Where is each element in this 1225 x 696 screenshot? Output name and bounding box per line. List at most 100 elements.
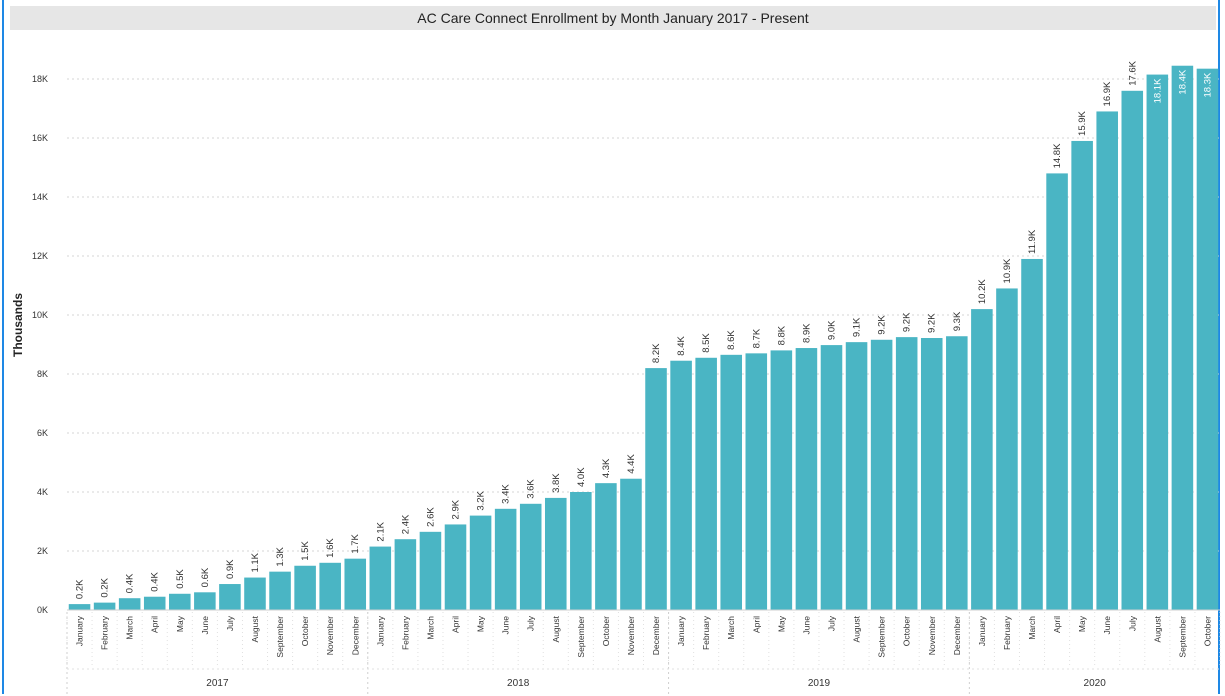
bar-value-label: 9.0K: [826, 320, 837, 340]
bar: [1146, 74, 1169, 610]
x-tick-label-month: October: [300, 616, 310, 646]
x-tick-label-month: December: [350, 616, 360, 655]
y-tick-label: 2K: [37, 546, 48, 556]
bar-value-label: 1.3K: [275, 546, 286, 566]
x-tick-label-month: September: [1177, 616, 1187, 658]
y-tick-label: 14K: [32, 192, 48, 202]
x-tick-label-month: December: [651, 616, 661, 655]
bar-value-label: 0.4K: [150, 572, 161, 592]
x-tick-label-month: January: [676, 615, 686, 646]
bar: [745, 353, 768, 610]
bar-value-label: 8.6K: [726, 330, 737, 350]
x-tick-label-month: August: [250, 615, 260, 642]
bar-value-label: 9.2K: [877, 315, 888, 335]
chart-title-bar: AC Care Connect Enrollment by Month Janu…: [10, 6, 1216, 30]
bar: [219, 584, 241, 610]
bar-value-label: 1.1K: [250, 552, 261, 572]
x-group-label-year: 2018: [507, 678, 530, 689]
bar-value-label: 8.8K: [776, 325, 787, 345]
bar: [544, 497, 567, 610]
bar: [845, 342, 868, 610]
bar: [469, 515, 492, 610]
y-axis-label: Thousands: [11, 293, 25, 357]
bar: [920, 338, 943, 610]
x-tick-label-month: March: [726, 616, 736, 640]
x-tick-label-month: August: [1152, 615, 1162, 642]
x-tick-label-month: February: [1002, 615, 1012, 650]
bar-value-label: 18.1K: [1152, 78, 1163, 103]
y-tick-label: 6K: [37, 428, 48, 438]
bar-value-label: 8.9K: [801, 323, 812, 343]
bar-value-label: 0.5K: [175, 569, 186, 589]
bar-value-label: 3.8K: [551, 473, 562, 493]
bar-value-label: 2.4K: [400, 514, 411, 534]
bar: [996, 288, 1018, 610]
x-tick-label-month: April: [150, 616, 160, 633]
bar: [820, 345, 843, 610]
y-tick-label: 8K: [37, 369, 48, 379]
x-tick-label-month: June: [1102, 616, 1112, 635]
bar-value-label: 1.6K: [325, 538, 336, 558]
y-tick-label: 12K: [32, 251, 48, 261]
bar: [369, 546, 392, 610]
bar-value-label: 0.2K: [100, 577, 111, 597]
bar-value-label: 3.6K: [526, 479, 537, 499]
x-tick-label-month: December: [952, 616, 962, 655]
bar: [494, 508, 517, 610]
bar: [595, 483, 617, 610]
x-tick-label-month: July: [225, 615, 235, 631]
bar-value-label: 8.4K: [676, 336, 687, 356]
bar: [294, 565, 316, 610]
bar: [269, 571, 291, 610]
bar-value-label: 16.9K: [1102, 81, 1113, 106]
x-tick-label-month: March: [125, 616, 135, 640]
x-tick-label-month: July: [526, 615, 536, 631]
x-tick-label-month: March: [1027, 616, 1037, 640]
x-tick-label-month: May: [776, 615, 786, 632]
x-tick-label-month: May: [175, 615, 185, 632]
x-tick-label-month: April: [451, 616, 461, 633]
bar-value-label: 2.9K: [451, 499, 462, 519]
bar: [670, 360, 692, 610]
bar: [695, 357, 717, 610]
bar: [118, 598, 141, 610]
x-tick-label-month: April: [751, 616, 761, 633]
bar-value-label: 0.4K: [125, 573, 136, 593]
bar: [1171, 65, 1194, 611]
bar: [519, 503, 542, 610]
x-tick-label-month: May: [1077, 615, 1087, 632]
bar: [971, 309, 993, 610]
bar-value-label: 2.6K: [425, 507, 436, 527]
x-group-label-year: 2017: [206, 678, 229, 689]
x-tick-label-month: September: [576, 616, 586, 658]
bar: [946, 336, 968, 610]
x-tick-label-month: June: [200, 616, 210, 635]
x-tick-label-month: September: [275, 616, 285, 658]
x-tick-label-month: October: [601, 616, 611, 646]
bar: [194, 592, 216, 610]
bar: [319, 562, 341, 610]
bar-value-label: 10.2K: [977, 279, 988, 304]
bar-value-label: 4.0K: [576, 467, 587, 487]
x-tick-label-month: October: [902, 616, 912, 646]
bar: [1021, 258, 1043, 610]
x-tick-label-month: October: [1202, 616, 1212, 646]
bar: [770, 350, 793, 610]
x-tick-label-month: June: [501, 616, 511, 635]
x-tick-label-month: January: [977, 615, 987, 646]
x-tick-label-month: March: [425, 616, 435, 640]
y-tick-label: 16K: [32, 133, 48, 143]
bar: [444, 524, 467, 610]
bar-value-label: 9.3K: [952, 311, 963, 331]
bar: [1046, 173, 1068, 610]
bar-value-label: 17.6K: [1127, 60, 1138, 85]
x-tick-label-month: August: [551, 615, 561, 642]
bar-value-label: 10.9K: [1002, 258, 1013, 283]
bar-value-label: 3.2K: [476, 490, 487, 510]
x-tick-label-month: January: [375, 615, 385, 646]
bar: [870, 339, 893, 610]
bar: [93, 602, 116, 610]
bar: [68, 604, 91, 610]
x-tick-label-month: September: [877, 616, 887, 658]
